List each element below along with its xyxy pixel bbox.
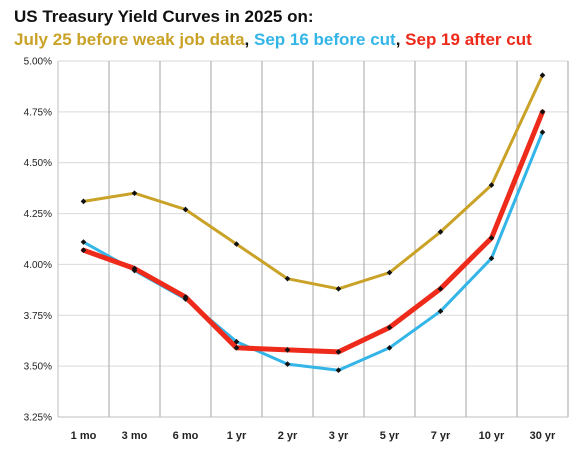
x-tick-label: 1 yr bbox=[227, 430, 247, 442]
y-tick-label: 4.75% bbox=[24, 107, 52, 118]
series-1-point bbox=[335, 367, 342, 374]
series-2-point bbox=[233, 345, 240, 351]
series-line-0 bbox=[82, 73, 544, 291]
series-1-point bbox=[488, 255, 495, 262]
subtitle-part-4: Sep 19 after cut bbox=[405, 30, 532, 49]
chart-title-block: US Treasury Yield Curves in 2025 on: Jul… bbox=[14, 6, 571, 52]
subtitle-part-3: , bbox=[395, 30, 406, 49]
subtitle-part-1: , bbox=[244, 30, 254, 49]
series-line-2 bbox=[81, 109, 545, 355]
series-1-point bbox=[284, 361, 291, 367]
series-2-point bbox=[182, 294, 189, 300]
axis-layer: 3.25% 3.50% 3.75% 4.00% 4.25% 4.50% 4.75% 5.00%… bbox=[24, 57, 556, 443]
chart-subtitle: July 25 before weak job data, Sep 16 bef… bbox=[14, 28, 571, 52]
series-0-point bbox=[233, 241, 240, 247]
x-tick-label: 3 mo bbox=[122, 430, 148, 442]
y-tick-label: 4.50% bbox=[24, 158, 52, 169]
series-2-point bbox=[488, 235, 495, 241]
series-2-point bbox=[437, 286, 444, 292]
series-0-point bbox=[335, 286, 342, 292]
series-1-point bbox=[437, 308, 444, 315]
x-tick-label: 10 yr bbox=[479, 430, 505, 442]
series-0-point bbox=[80, 198, 87, 205]
x-tick-label: 7 yr bbox=[431, 430, 451, 442]
series-2-point bbox=[80, 247, 87, 254]
series-2-point bbox=[335, 349, 342, 355]
y-tick-label: 4.00% bbox=[24, 260, 52, 271]
series-0-point bbox=[386, 269, 393, 276]
y-tick-label: 3.25% bbox=[24, 413, 52, 424]
x-tick-label: 2 yr bbox=[278, 430, 298, 442]
series-1-point bbox=[539, 129, 546, 136]
subtitle-part-0: July 25 before weak job data bbox=[14, 30, 245, 49]
chart-title: US Treasury Yield Curves in 2025 on: bbox=[14, 7, 314, 26]
series-0-point bbox=[437, 229, 444, 235]
series-2-point bbox=[284, 347, 291, 353]
y-tick-label: 5.00% bbox=[24, 57, 52, 68]
subtitle-part-2: Sep 16 before cut bbox=[253, 30, 396, 49]
series-0-point bbox=[284, 275, 291, 282]
y-tick-label: 3.50% bbox=[24, 362, 52, 373]
grid-layer bbox=[57, 60, 569, 418]
series-2-point bbox=[386, 324, 393, 331]
series-1-point bbox=[233, 338, 240, 345]
series-0-point bbox=[488, 182, 495, 188]
x-tick-label: 30 yr bbox=[530, 430, 556, 442]
series-1-point bbox=[80, 239, 87, 245]
x-tick-label: 6 mo bbox=[173, 430, 199, 442]
series-0-point bbox=[131, 190, 138, 197]
series-1-point bbox=[386, 345, 393, 351]
series-layer bbox=[80, 72, 546, 374]
x-tick-label: 3 yr bbox=[329, 430, 349, 442]
x-tick-label: 5 yr bbox=[380, 430, 400, 442]
series-0-point bbox=[539, 72, 546, 79]
y-tick-label: 3.75% bbox=[24, 311, 52, 322]
y-tick-label: 4.25% bbox=[24, 209, 52, 220]
series-2-point bbox=[131, 265, 138, 272]
series-2-point bbox=[539, 109, 546, 115]
series-0-point bbox=[182, 206, 189, 213]
x-tick-label: 1 mo bbox=[71, 430, 97, 442]
